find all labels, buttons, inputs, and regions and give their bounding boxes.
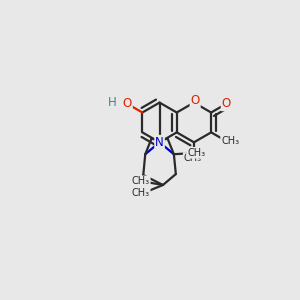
Text: N: N [155, 136, 164, 149]
Text: CH₃: CH₃ [221, 136, 239, 146]
Text: CH₃: CH₃ [187, 148, 205, 158]
Text: O: O [222, 97, 231, 110]
Text: CH₃: CH₃ [132, 188, 150, 198]
Text: O: O [123, 97, 132, 110]
Text: CH₃: CH₃ [184, 153, 202, 163]
Text: CH₃: CH₃ [132, 176, 150, 186]
Text: H: H [108, 96, 117, 109]
Text: O: O [190, 94, 200, 107]
